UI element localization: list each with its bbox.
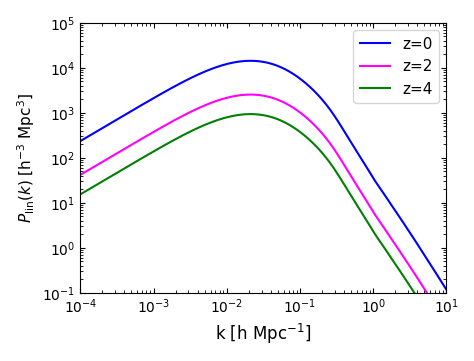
z=2 bbox=[172, 118, 177, 122]
z=4 bbox=[354, 203, 359, 207]
z=4 bbox=[142, 154, 148, 158]
z=0 bbox=[294, 74, 300, 78]
z=2 bbox=[77, 173, 83, 177]
z=2 bbox=[294, 108, 300, 112]
Line: z=2: z=2 bbox=[80, 95, 447, 323]
z=0 bbox=[243, 59, 249, 63]
Legend: z=0, z=2, z=4: z=0, z=2, z=4 bbox=[354, 30, 439, 103]
z=0 bbox=[77, 139, 83, 143]
X-axis label: k [h Mpc$^{-1}$]: k [h Mpc$^{-1}$] bbox=[215, 322, 311, 346]
z=2 bbox=[142, 135, 148, 139]
z=4 bbox=[323, 155, 328, 159]
z=0 bbox=[172, 84, 177, 89]
Line: z=4: z=4 bbox=[80, 114, 447, 343]
Y-axis label: $P_{\mathrm{lin}}(k)$ [h$^{-3}$ Mpc$^{3}$]: $P_{\mathrm{lin}}(k)$ [h$^{-3}$ Mpc$^{3}… bbox=[15, 93, 36, 223]
z=0 bbox=[444, 288, 449, 292]
Line: z=0: z=0 bbox=[80, 61, 447, 290]
z=4 bbox=[172, 138, 177, 142]
z=4 bbox=[294, 127, 300, 132]
z=2 bbox=[248, 92, 254, 97]
z=2 bbox=[354, 183, 359, 187]
z=4 bbox=[77, 192, 83, 196]
z=4 bbox=[444, 341, 449, 345]
z=2 bbox=[243, 92, 249, 97]
z=2 bbox=[444, 321, 449, 326]
z=2 bbox=[323, 135, 328, 139]
z=4 bbox=[243, 112, 249, 116]
z=0 bbox=[248, 58, 254, 63]
z=0 bbox=[142, 101, 148, 105]
z=0 bbox=[354, 149, 359, 153]
z=0 bbox=[323, 101, 328, 106]
z=4 bbox=[248, 112, 254, 116]
